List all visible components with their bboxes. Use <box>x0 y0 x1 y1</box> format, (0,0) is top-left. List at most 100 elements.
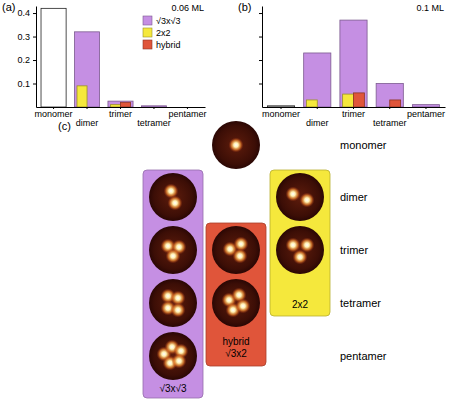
group-box <box>206 223 266 366</box>
tick: monomer <box>262 107 300 119</box>
axis-line <box>263 107 446 108</box>
tick-label: tetramer <box>137 118 171 128</box>
tick-mark <box>389 107 390 109</box>
tick <box>259 60 262 61</box>
adatom-spot <box>168 196 183 211</box>
tick-label: trimer <box>342 109 365 119</box>
tick-mark <box>317 107 318 109</box>
tick-mark <box>259 37 262 38</box>
row-label: dimer <box>340 191 368 203</box>
adatom-spot <box>293 250 308 265</box>
legend-label: 2x2 <box>156 28 171 38</box>
image-background <box>212 226 260 274</box>
tick-label: 0.3 <box>17 32 30 42</box>
tick-mark <box>259 84 262 85</box>
bar <box>390 100 401 107</box>
adatom-spot <box>171 303 186 318</box>
bar <box>108 101 133 107</box>
stm-image <box>212 121 260 169</box>
adatom-spot <box>172 354 187 369</box>
bar-chart: 0.10.20.30.4monomerdimertrimertetramerpe… <box>2 1 206 128</box>
y-axis: 0.10.20.30.4 <box>17 7 36 108</box>
group-label: √3x√3 <box>159 383 187 394</box>
adatom-spot <box>286 187 301 202</box>
row-label: trimer <box>340 244 368 256</box>
axis-line <box>36 7 37 108</box>
bar <box>306 100 317 107</box>
tick: trimer <box>109 107 132 119</box>
image-background <box>212 121 260 169</box>
cluster-images: √3x√3hybrid√3x22x2monomerdimertrimertetr… <box>58 120 387 398</box>
bar <box>77 86 87 107</box>
adatom-spot <box>229 138 244 153</box>
tick: 0.3 <box>17 32 36 42</box>
legend-label: hybrid <box>156 40 181 50</box>
tick: pentamer <box>407 107 445 119</box>
tick: trimer <box>342 107 365 119</box>
bars <box>267 20 439 107</box>
legend-swatch <box>143 16 152 25</box>
image-background <box>276 173 324 221</box>
figure: 0.10.20.30.4monomerdimertrimertetramerpe… <box>0 0 474 399</box>
tick-label: pentamer <box>407 109 445 119</box>
bar <box>304 53 331 107</box>
tick-label: 0.4 <box>17 8 30 18</box>
panel-label: (b) <box>238 1 251 13</box>
stm-image <box>212 226 260 274</box>
tick <box>259 84 262 85</box>
tick-mark <box>33 37 36 38</box>
bar <box>340 20 367 107</box>
bar <box>376 84 403 107</box>
row-label: pentamer <box>340 350 387 362</box>
x-axis: monomer dimer trimer tetramerpentamer <box>262 107 445 128</box>
adatom-spot <box>166 249 181 264</box>
tick-label: pentamer <box>168 109 206 119</box>
tick: pentamer <box>168 107 206 119</box>
y-axis <box>259 7 263 108</box>
stm-image <box>212 279 260 327</box>
tick-label: dimer <box>76 118 99 128</box>
image-background <box>276 226 324 274</box>
bar <box>121 102 131 107</box>
image-background <box>149 279 197 327</box>
bar <box>343 94 354 107</box>
adatom-spot <box>233 249 248 264</box>
image-background <box>149 173 197 221</box>
tick: 0.2 <box>17 55 36 65</box>
tick: dimer <box>306 107 329 128</box>
axis-line <box>37 107 206 108</box>
tick-label: dimer <box>306 118 329 128</box>
tick-label: tetramer <box>373 118 407 128</box>
annotation: 0.06 ML <box>171 3 204 13</box>
group-label: 2x2 <box>292 299 309 310</box>
bar <box>74 32 99 107</box>
tick <box>259 37 262 38</box>
panel-label: (c) <box>58 120 71 132</box>
tick-mark <box>153 107 154 109</box>
adatom-spot <box>300 193 315 208</box>
tick: dimer <box>76 107 99 128</box>
tick: 0.4 <box>17 8 36 18</box>
panel-label: (a) <box>2 1 15 13</box>
axis-line <box>262 7 263 108</box>
bar <box>41 8 66 107</box>
tick-label: monomer <box>262 109 300 119</box>
group-label: √3x2 <box>225 348 247 359</box>
group-box <box>270 170 330 316</box>
legend-swatch <box>143 40 152 49</box>
annotation: 0.1 ML <box>416 3 444 13</box>
legend: √3x√32x2hybrid <box>143 16 181 50</box>
tick-mark <box>87 107 88 109</box>
tick-mark <box>259 13 262 14</box>
tick-mark <box>259 60 262 61</box>
tick <box>259 13 262 14</box>
stm-image <box>276 226 324 274</box>
bar <box>412 105 439 107</box>
bars <box>41 8 166 107</box>
legend-swatch <box>143 28 152 37</box>
bar <box>267 106 294 107</box>
stm-image <box>149 279 197 327</box>
tick-mark <box>33 60 36 61</box>
bar <box>141 106 166 107</box>
tick-mark <box>33 13 36 14</box>
